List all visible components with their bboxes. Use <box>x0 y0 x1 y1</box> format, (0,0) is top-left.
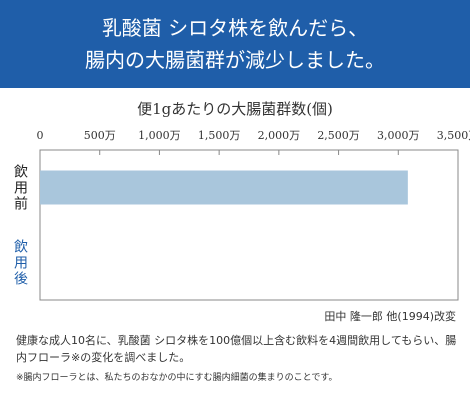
footnote: ※腸内フローラとは、私たちのおなかの中にすむ腸内細菌の集まりのことです。 <box>16 373 338 383</box>
x-tick-label: 2,000万 <box>258 129 301 142</box>
study-note: 健康な成人10名に、乳酸菌 シロタ株を100億個以上含む飲料を4週間飲用してもら… <box>16 334 457 364</box>
chart-title: 便1gあたりの大腸菌群数(個) <box>137 100 333 118</box>
header-line-2: 腸内の大腸菌群が減少しました。 <box>85 48 385 72</box>
header-line-1: 乳酸菌 シロタ株を飲んだら、 <box>101 16 369 40</box>
header-banner: 乳酸菌 シロタ株を飲んだら、 腸内の大腸菌群が減少しました。 <box>0 0 470 88</box>
x-tick-label: 3,000万 <box>377 129 420 142</box>
category-label: 飲用後 <box>14 240 28 288</box>
plot-frame <box>39 149 459 301</box>
category-label: 飲用前 <box>14 165 28 213</box>
x-tick-label: 1,500万 <box>198 129 241 142</box>
x-tick-label: 2,500万 <box>317 129 360 142</box>
x-tick-label: 0 <box>37 129 44 142</box>
x-tick-label: 500万 <box>84 129 116 142</box>
bar <box>40 170 408 205</box>
source-citation: 田中 隆一郎 他(1994)改変 <box>324 310 456 323</box>
x-tick-label: 3,500万 <box>437 129 470 142</box>
x-tick-label: 1,000万 <box>138 129 181 142</box>
